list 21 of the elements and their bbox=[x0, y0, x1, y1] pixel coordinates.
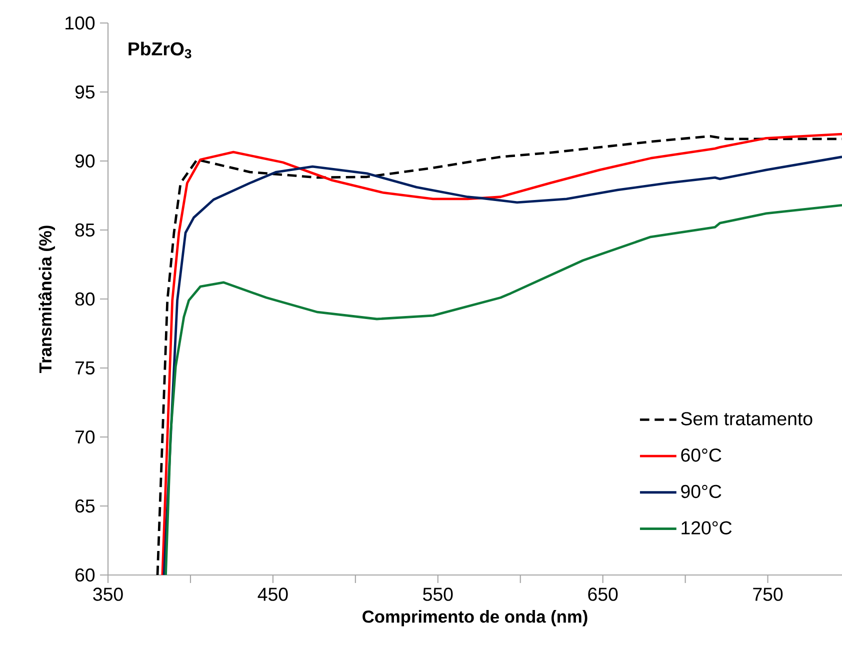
x-axis-title: Comprimento de onda (nm) bbox=[362, 610, 588, 626]
x-tick-label: 350 bbox=[93, 588, 123, 601]
legend-label: Sem tratamento bbox=[681, 412, 812, 426]
y-tick-label: 80 bbox=[75, 292, 95, 306]
legend-label: 60°C bbox=[681, 448, 722, 462]
legend-label: 120°C bbox=[682, 521, 732, 534]
y-axis-title: Transmitância (%) bbox=[38, 226, 55, 373]
y-tick-label: 90 bbox=[75, 154, 95, 168]
y-tick-label: 70 bbox=[75, 430, 95, 444]
y-tick-label: 95 bbox=[75, 85, 95, 99]
x-tick-label: 650 bbox=[588, 588, 618, 601]
x-tick-label: 450 bbox=[258, 588, 288, 601]
y-tick-label: 85 bbox=[75, 223, 95, 237]
text: PbZrO$_{3}$ bbox=[128, 42, 192, 58]
x-tick-label: 750 bbox=[753, 588, 783, 601]
y-tick-label: 60 bbox=[75, 568, 95, 582]
legend-label: 90°C bbox=[681, 484, 722, 498]
y-tick-label: 65 bbox=[75, 499, 95, 513]
y-tick-label: 100 bbox=[66, 16, 95, 30]
y-tick-label: 75 bbox=[75, 361, 95, 375]
x-tick-label: 550 bbox=[423, 588, 453, 601]
